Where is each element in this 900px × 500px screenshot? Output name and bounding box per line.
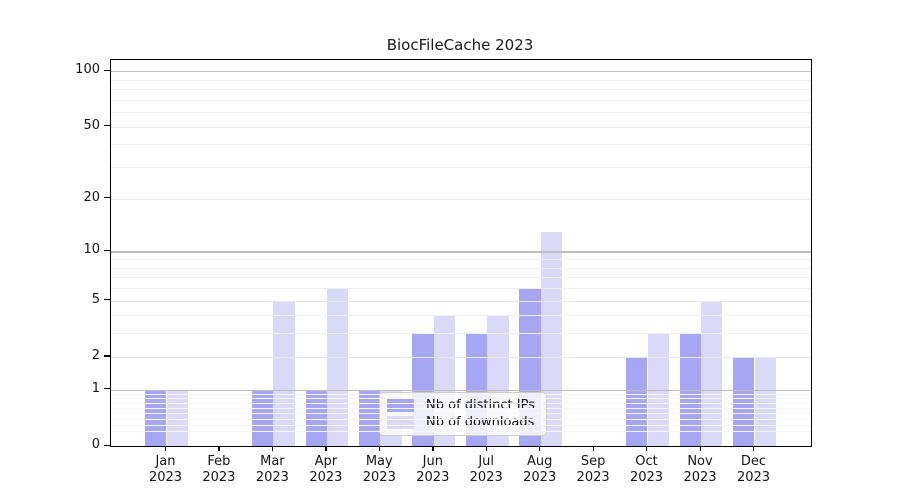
x-tick-mark (485, 446, 487, 452)
minor-gridline (111, 259, 811, 260)
x-tick-label: Dec 2023 (724, 454, 784, 486)
mid-gridline (111, 126, 811, 128)
x-tick-mark (218, 446, 220, 452)
minor-gridline (111, 99, 811, 101)
bar-downloads (754, 356, 776, 446)
y-tick-mark (104, 388, 110, 390)
x-tick-mark (646, 446, 648, 452)
bar-distinct-ips (733, 356, 755, 446)
x-tick-label-year: 2023 (362, 470, 396, 485)
x-tick-label: May 2023 (349, 454, 409, 486)
sub-gridline (111, 413, 811, 415)
x-tick-label: Sep 2023 (563, 454, 623, 486)
sub-gridline (111, 398, 811, 400)
mid-gridline (111, 300, 811, 302)
x-tick-label: Mar 2023 (242, 454, 302, 486)
y-tick-mark (104, 355, 110, 357)
y-tick-label: 100 (75, 62, 100, 78)
x-tick-mark (753, 446, 755, 452)
x-tick-label: Apr 2023 (296, 454, 356, 486)
x-tick-label-year: 2023 (736, 470, 771, 485)
x-tick-mark (539, 446, 541, 452)
x-tick-label: Feb 2023 (189, 454, 249, 486)
major-gridline (111, 71, 811, 73)
legend-label-downloads: Nb of downloads (426, 415, 535, 430)
chart-title: BiocFileCache 2023 (386, 36, 534, 54)
x-tick-mark (699, 446, 701, 452)
minor-gridline (111, 79, 811, 81)
sub-gridline (111, 431, 811, 433)
y-tick-label: 5 (91, 291, 100, 307)
x-tick-label-year: 2023 (416, 470, 450, 485)
x-tick-mark (271, 446, 274, 452)
bar-distinct-ips (626, 356, 648, 446)
minor-gridline (111, 267, 811, 269)
legend-label-distinct-ips: Nb of distinct IPs (426, 398, 535, 413)
mid-gridline (111, 198, 811, 200)
x-tick-label-year: 2023 (523, 470, 557, 485)
x-tick-label-year: 2023 (683, 470, 717, 485)
x-tick-label-year: 2023 (629, 470, 664, 485)
y-tick-mark (104, 299, 110, 301)
x-tick-label: Jul 2023 (456, 454, 516, 486)
sub-gridline (111, 407, 811, 409)
y-tick-label: 10 (83, 242, 100, 258)
minor-gridline (111, 333, 811, 335)
x-tick-mark (325, 446, 327, 452)
bar-downloads (701, 300, 723, 446)
x-tick-label-year: 2023 (469, 470, 503, 485)
x-tick-label: Oct 2023 (617, 454, 677, 486)
major-gridline (111, 251, 811, 253)
mid-gridline (111, 356, 811, 358)
y-tick-label: 20 (83, 189, 100, 205)
x-tick-label: Aug 2023 (510, 454, 570, 486)
x-tick-mark (432, 446, 434, 452)
x-tick-label-year: 2023 (202, 470, 236, 485)
major-gridline (111, 389, 811, 391)
minor-gridline (111, 315, 811, 317)
bar-downloads (326, 288, 349, 446)
sub-gridline (111, 418, 811, 420)
minor-gridline (111, 112, 811, 114)
legend-item-downloads: Nb of downloads (387, 415, 538, 430)
minor-gridline (111, 89, 811, 91)
minor-gridline (111, 288, 811, 289)
x-tick-label-year: 2023 (309, 470, 343, 485)
x-tick-label: Jan 2023 (136, 454, 196, 486)
y-tick-mark (104, 444, 110, 446)
x-tick-label-year: 2023 (148, 470, 183, 485)
plot-area: Nb of distinct IPs Nb of downloads (110, 59, 812, 447)
sub-gridline (111, 424, 811, 426)
minor-gridline (111, 277, 811, 279)
x-tick-label: Nov 2023 (670, 454, 730, 486)
x-tick-mark (378, 446, 381, 452)
y-tick-mark (104, 125, 110, 127)
x-tick-mark (165, 446, 167, 452)
x-tick-label: Jun 2023 (403, 454, 463, 486)
sub-gridline (111, 393, 811, 395)
x-tick-label-year: 2023 (255, 470, 289, 485)
y-tick-label: 50 (83, 117, 100, 133)
y-tick-mark (104, 197, 110, 199)
y-tick-label: 2 (91, 347, 100, 363)
y-tick-label: 0 (91, 437, 100, 452)
minor-gridline (111, 167, 811, 169)
legend-swatch-distinct-ips (387, 399, 414, 412)
minor-gridline (111, 144, 811, 146)
sub-gridline (111, 402, 811, 404)
y-tick-mark (104, 249, 110, 252)
y-tick-mark (104, 69, 110, 71)
bar-downloads (273, 300, 295, 446)
x-tick-mark (592, 446, 594, 452)
legend-item-distinct-ips: Nb of distinct IPs (387, 398, 538, 413)
x-tick-label-year: 2023 (576, 470, 610, 485)
y-tick-label: 1 (91, 380, 100, 396)
